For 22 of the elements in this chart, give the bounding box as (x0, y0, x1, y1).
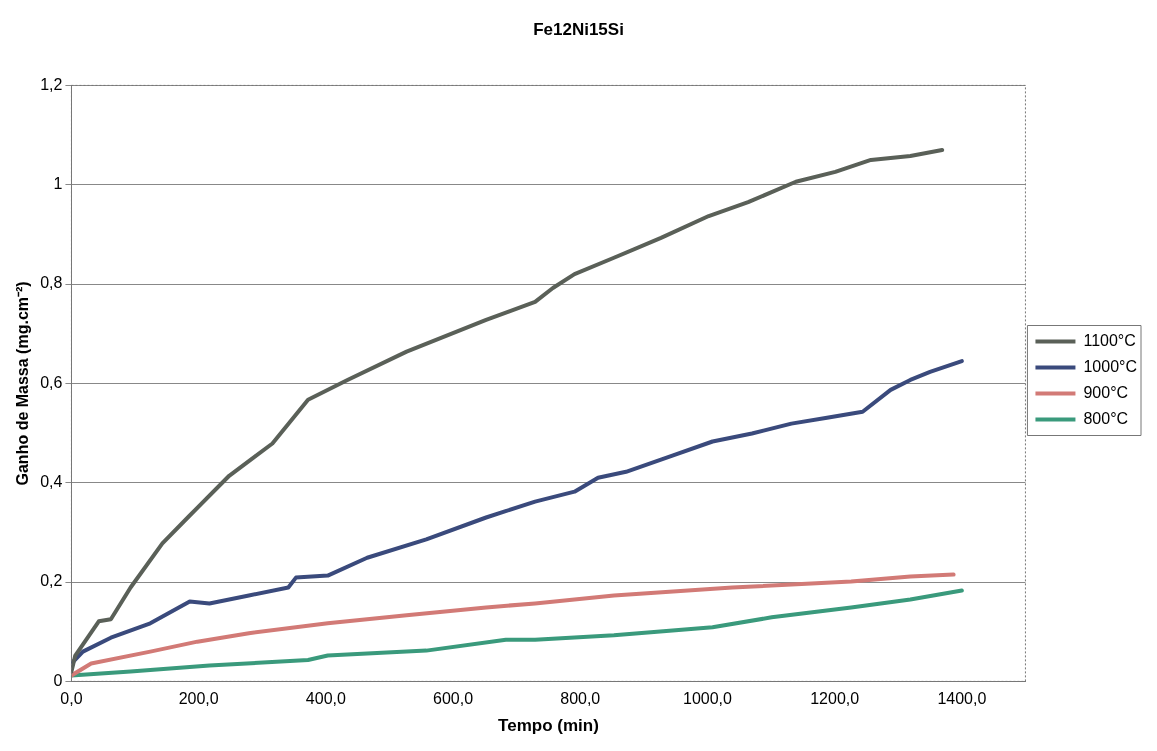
x-tick-label: 0,0 (60, 690, 83, 708)
legend-label: 900°C (1083, 383, 1129, 401)
x-tick-label: 200,0 (178, 690, 219, 708)
x-tick-label: 600,0 (433, 690, 474, 708)
y-axis-title: Ganho de Massa (mg.cm⁻²) (14, 281, 32, 486)
y-tick-label: 0,2 (40, 572, 63, 590)
y-tick-label: 1 (53, 175, 63, 193)
y-tick-label: 0 (53, 671, 63, 689)
legend-label: 1100°C (1083, 331, 1136, 349)
x-axis-title: Tempo (min) (498, 716, 599, 736)
x-tick-label: 1000,0 (682, 690, 733, 708)
legend-label: 1000°C (1083, 357, 1137, 375)
legend-label: 800°C (1083, 409, 1129, 427)
y-tick-label: 0,4 (40, 473, 63, 491)
y-tick-label: 1,2 (40, 75, 63, 93)
y-tick-label: 0,8 (40, 274, 63, 292)
chart-title: Fe12Ni15Si (533, 19, 624, 39)
y-tick-label: 0,6 (40, 373, 63, 391)
x-tick-label: 1200,0 (810, 690, 860, 708)
x-tick-label: 800,0 (560, 690, 601, 708)
x-tick-label: 1400,0 (937, 690, 987, 708)
x-tick-label: 400,0 (305, 690, 346, 708)
